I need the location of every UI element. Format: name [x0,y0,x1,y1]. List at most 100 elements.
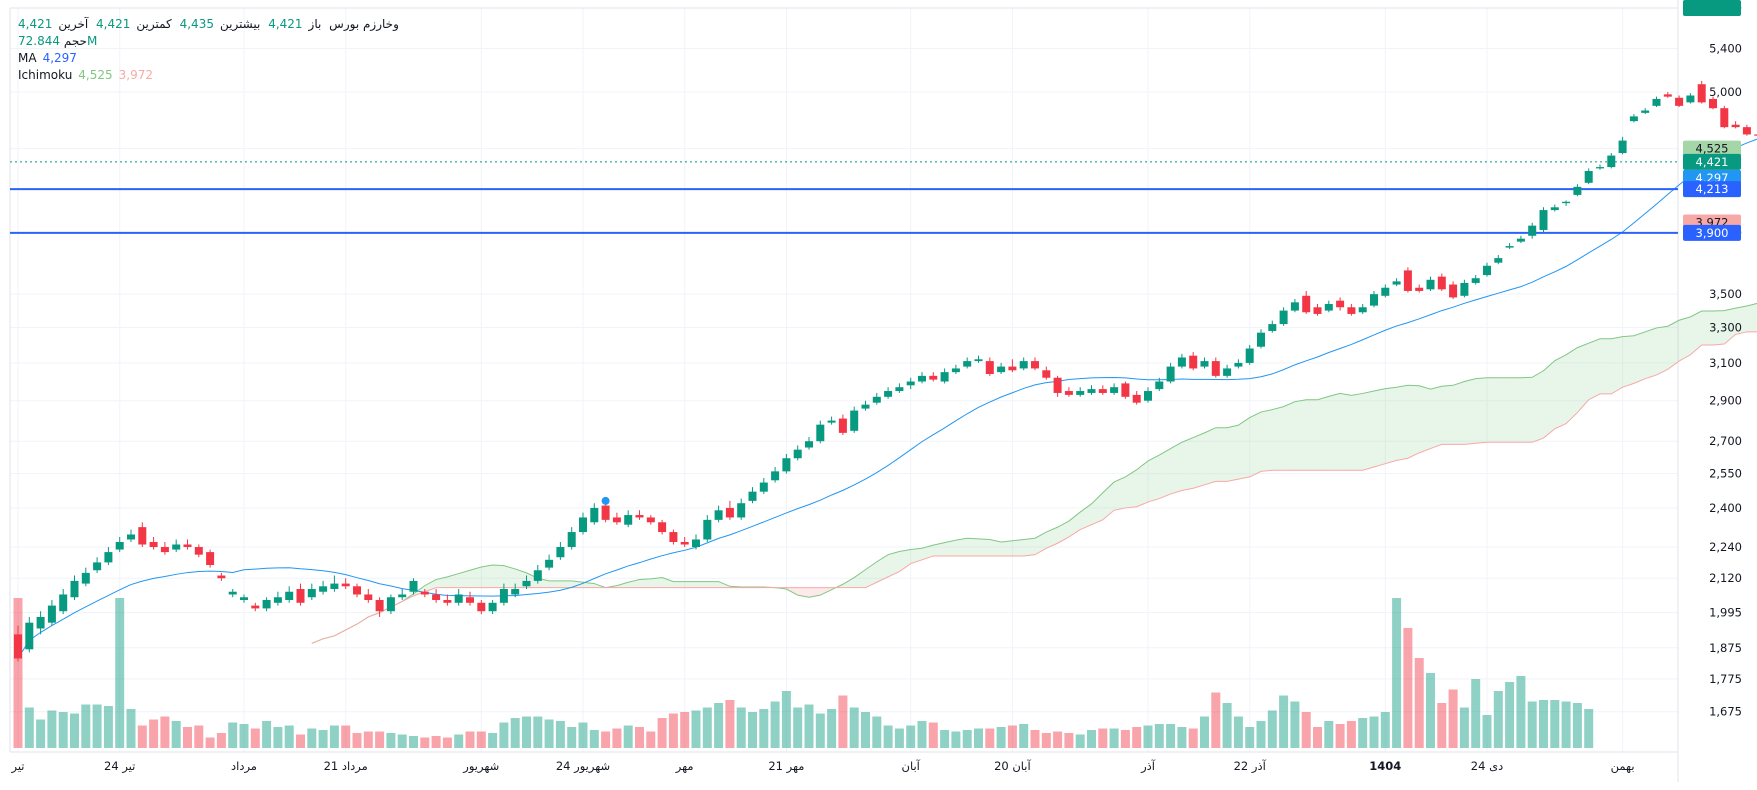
volume-bar [250,728,260,748]
candle-body [838,418,847,433]
ichimoku-cloud [311,302,1757,644]
cloud-segment [1656,326,1668,375]
candle [612,512,621,525]
candle [1121,381,1130,399]
price-tag: 3,900 [1683,224,1741,241]
time-tick-label: 21 مرداد [324,759,368,774]
candle [658,519,667,535]
ichimoku-row[interactable]: Ichimoku 4,525 3,972 [18,67,399,84]
symbol-name[interactable]: وخارزم بورس [329,17,399,31]
volume-bar [1030,730,1040,748]
candle [285,586,294,603]
volume-label: حجم [63,34,87,48]
candle [127,529,135,542]
candle [1460,279,1469,298]
candle-body [375,600,384,612]
candle [1437,273,1446,291]
candle [319,580,328,595]
candle-body [1019,361,1028,369]
cloud-segment [910,548,922,564]
candle [1336,297,1345,311]
candle [364,589,373,603]
volume-bar [1211,692,1221,748]
candle [1697,80,1706,104]
candle-body [443,600,452,603]
volume-bar [1132,727,1142,748]
cloud-segment [1713,310,1725,345]
candle [262,597,271,612]
cloud-segment [1407,385,1420,459]
volume-row[interactable]: حجم 72.844M [18,33,399,50]
price-tag-label: 4,421 [1696,155,1729,169]
candle [1223,364,1232,378]
price-tag-label: 4,525 [1696,142,1729,156]
event-marker [601,496,610,505]
ichimoku-span-a [311,302,1757,644]
candle-body [1234,362,1243,367]
candle [454,589,463,606]
candle [1064,387,1073,397]
close-value: 4,421 [18,17,53,31]
volume-bar [1539,700,1548,748]
cloud-segment [1114,476,1126,511]
cloud-segment [1091,492,1103,525]
cloud-segment [854,569,866,588]
candles [14,80,1757,662]
cloud-segment [1148,455,1160,503]
time-tick-label: 24 شهریور [556,759,610,774]
cloud-segment [797,587,809,598]
candle-body [1562,201,1571,204]
price-tag-box [1683,153,1741,170]
volume-bar [827,709,837,748]
volume-bar [1233,716,1243,748]
candle-body [1268,324,1277,331]
candle-body [827,420,836,423]
volume-bar [1064,733,1074,748]
candle [1290,299,1299,313]
candle [1370,290,1378,308]
cloud-segment [1374,388,1386,467]
candle [590,503,599,525]
volume-bar [1154,724,1164,748]
candle [1053,375,1062,397]
candle [398,589,407,601]
cloud-segment [933,542,945,556]
volume-bar [522,716,531,748]
price-tick-label: 3,300 [1709,321,1742,335]
candle-body [104,552,113,563]
candle [1098,385,1107,395]
candle [624,510,633,528]
volume-bar [341,725,351,748]
candle-body [93,562,102,571]
candle-body [217,575,226,579]
candle-body [624,515,633,525]
cloud-segment [842,577,855,588]
candle-body [974,359,983,362]
candle [1234,359,1243,369]
candle [759,478,768,494]
candle-body [341,583,350,587]
candle [918,372,926,384]
candle-body [1403,270,1412,291]
volume-bar [601,731,611,748]
volume-bar [1313,727,1322,748]
ma-row[interactable]: MA 4,297 [18,50,399,67]
volume-bar [1561,701,1571,748]
candle [1449,281,1458,300]
cloud-segment [639,578,651,588]
candle-body [805,441,813,448]
cloud-segment [1328,393,1341,471]
cloud-segment [876,554,889,583]
candle [228,589,237,598]
candle [1211,357,1220,378]
candle [138,522,147,548]
volume-bar [668,713,678,748]
candle-body [70,580,79,598]
volume-bar [1120,730,1130,748]
candle [1110,383,1119,395]
volume-bar [465,731,475,748]
candle-body [285,591,294,601]
volume-bar [137,725,147,748]
